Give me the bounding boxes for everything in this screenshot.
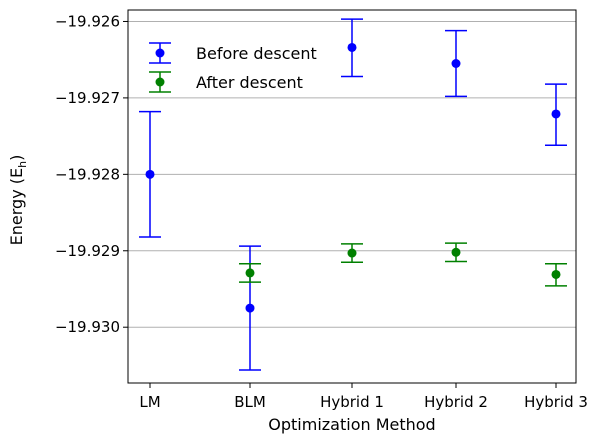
y-tick-label: −19.929 (55, 242, 120, 260)
legend-marker (155, 77, 165, 87)
legend-label: After descent (196, 73, 303, 92)
y-tick-label: −19.930 (55, 318, 120, 336)
data-point (451, 247, 461, 257)
data-point (245, 268, 255, 278)
data-point (347, 248, 357, 258)
y-tick-label: −19.928 (55, 165, 120, 183)
grid-lines (128, 20, 576, 328)
data-point (451, 59, 461, 69)
x-axis-label: Optimization Method (268, 415, 435, 434)
x-tick-label: Hybrid 2 (424, 393, 488, 411)
y-axis-label: Energy (Eh) (7, 155, 29, 246)
x-tick-label: Hybrid 3 (524, 393, 588, 411)
data-point (551, 269, 561, 279)
legend-marker (155, 48, 165, 58)
legend: Before descent After descent (149, 42, 317, 93)
axis-ticks: −19.926 −19.927 −19.928 −19.929 −19.930 LM BLM… (55, 12, 588, 411)
data-point (245, 303, 255, 313)
x-tick-label: Hybrid 1 (320, 393, 384, 411)
plot-area (139, 18, 567, 371)
y-tick-label: −19.927 (55, 89, 120, 107)
legend-label: Before descent (196, 44, 317, 63)
y-tick-label: −19.926 (55, 12, 120, 30)
data-point (551, 109, 561, 119)
y-axis-label-main: Energy (E (7, 168, 26, 245)
x-tick-label: LM (139, 393, 160, 411)
y-axis-label-subscript: h (16, 161, 29, 168)
data-point (347, 42, 357, 52)
data-point (145, 169, 155, 179)
x-tick-label: BLM (234, 393, 266, 411)
y-axis-label-close: ) (7, 155, 26, 161)
